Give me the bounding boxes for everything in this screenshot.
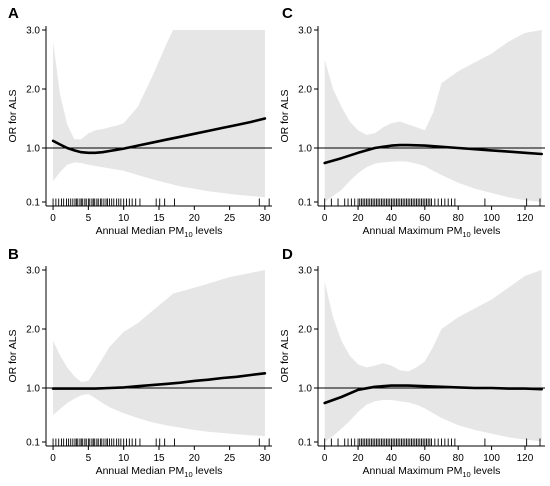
y-tick-label: 0.1: [26, 198, 40, 209]
y-tick-label: 0.1: [298, 198, 312, 209]
rug-plot: [324, 438, 541, 446]
x-tick-label: 15: [153, 213, 165, 224]
y-axis-label: OR for ALS: [7, 329, 19, 382]
x-tick-label: 60: [419, 453, 431, 464]
y-tick-label: 1.0: [298, 384, 312, 395]
x-axis-label: Annual Median PM10 levels: [96, 465, 223, 479]
y-tick-label: 0.1: [298, 438, 312, 449]
y-tick-label: 1.0: [26, 384, 40, 395]
x-tick-label: 30: [259, 453, 271, 464]
x-tick-label: 40: [386, 453, 398, 464]
x-tick-label: 40: [386, 213, 398, 224]
x-tick-label: 120: [517, 213, 534, 224]
y-tick-label: 2.0: [26, 85, 40, 96]
y-tick-label: 1.0: [298, 144, 312, 155]
or-curve: [51, 117, 267, 155]
y-tick-label: 3.0: [26, 26, 40, 37]
y-axis-label: OR for ALS: [279, 329, 291, 382]
x-tick-label: 100: [483, 453, 500, 464]
y-tick-label: 3.0: [26, 266, 40, 277]
panel-b: 0.1 1.0 2.0 3.0 0 5 10 15 20 25 30 Annual Median PM…: [7, 246, 272, 479]
or-curve: [323, 384, 543, 405]
y-axis-label: OR for ALS: [279, 89, 291, 142]
x-tick-label: 10: [118, 453, 130, 464]
x-tick-label: 120: [517, 453, 534, 464]
x-tick-label: 20: [189, 453, 201, 464]
x-axis-label: Annual Maximum PM10 levels: [363, 225, 501, 239]
y-tick-label: 2.0: [298, 85, 312, 96]
ci-band: [324, 270, 542, 442]
x-tick-label: 0: [322, 213, 328, 224]
panel-d: 0.1 1.0 2.0 3.0 0 20 40 60 80 100 120 Annual Maximu…: [279, 246, 545, 479]
ci-band: [324, 30, 542, 202]
x-tick-label: 20: [352, 453, 364, 464]
x-axis-label: Annual Median PM10 levels: [96, 225, 223, 239]
x-tick-label: 100: [483, 213, 500, 224]
x-tick-label: 0: [50, 213, 56, 224]
x-tick-label: 0: [322, 453, 328, 464]
panel-letter: A: [8, 5, 19, 22]
x-tick-label: 25: [224, 213, 236, 224]
x-tick-label: 10: [118, 213, 130, 224]
panel-letter: D: [282, 246, 293, 263]
rug-plot: [52, 438, 270, 446]
y-tick-label: 2.0: [26, 325, 40, 336]
y-tick-label: 3.0: [298, 26, 312, 37]
ci-band: [53, 30, 265, 198]
panel-c: 0.1 1.0 2.0 3.0 0 20 40 60 80 100 120 Annual Maximu…: [279, 5, 545, 239]
panel-a: 0.1 1.0 2.0 3.0 0 5 10 15 20 25 30 Annual Median PM…: [7, 5, 272, 239]
panel-letter: B: [8, 246, 19, 263]
or-curve: [323, 143, 543, 165]
or-curve: [51, 372, 267, 390]
x-tick-label: 80: [453, 213, 465, 224]
ci-band: [53, 270, 265, 436]
y-tick-label: 1.0: [26, 144, 40, 155]
x-tick-label: 5: [86, 213, 92, 224]
x-tick-label: 20: [352, 213, 364, 224]
x-tick-label: 0: [50, 453, 56, 464]
x-tick-label: 30: [259, 213, 271, 224]
y-axis-label: OR for ALS: [7, 89, 19, 142]
y-tick-label: 3.0: [298, 266, 312, 277]
y-tick-label: 0.1: [26, 438, 40, 449]
y-tick-label: 2.0: [298, 325, 312, 336]
x-tick-label: 25: [224, 453, 236, 464]
x-tick-label: 20: [189, 213, 201, 224]
rug-plot: [324, 198, 541, 206]
rug-plot: [52, 198, 270, 206]
x-tick-label: 80: [453, 453, 465, 464]
x-axis-label: Annual Maximum PM10 levels: [363, 465, 501, 479]
x-tick-label: 5: [86, 453, 92, 464]
panel-letter: C: [282, 5, 293, 22]
x-tick-label: 15: [153, 453, 165, 464]
x-tick-label: 60: [419, 213, 431, 224]
